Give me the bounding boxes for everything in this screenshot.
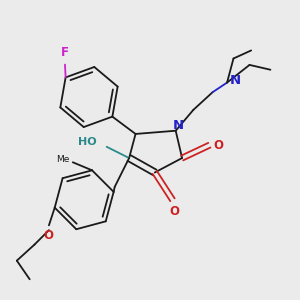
Text: Me: Me xyxy=(56,155,70,164)
Text: O: O xyxy=(43,230,53,242)
Text: HO: HO xyxy=(78,137,97,147)
Text: O: O xyxy=(213,139,223,152)
Text: F: F xyxy=(61,46,69,59)
Text: O: O xyxy=(169,205,179,218)
Text: N: N xyxy=(230,74,241,88)
Text: N: N xyxy=(173,119,184,132)
